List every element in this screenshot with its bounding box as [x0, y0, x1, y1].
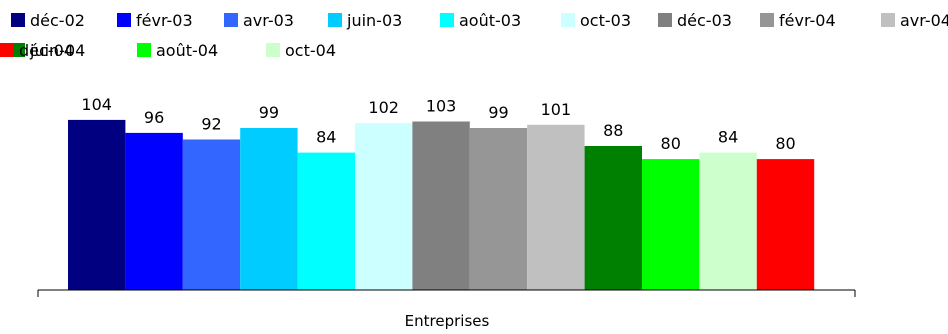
legend-label: déc-03 [677, 10, 732, 30]
bar [355, 123, 413, 290]
category-label: Entreprises [405, 312, 490, 330]
bar [182, 139, 241, 290]
legend-label: avr-04 [900, 10, 948, 30]
legend-swatch [266, 43, 280, 57]
legend-item: oct-03 [561, 11, 631, 30]
legend-label: août-04 [156, 40, 219, 60]
bar-value-label: 102 [368, 98, 399, 117]
legend-label: févr-03 [136, 10, 193, 30]
legend-swatch [11, 43, 25, 57]
bar-value-label: 101 [541, 100, 572, 119]
legend-swatch [0, 43, 14, 57]
legend-item: déc-04 [0, 41, 74, 60]
legend-item: déc-02 [11, 11, 85, 30]
legend-swatch [561, 13, 575, 27]
legend-swatch [658, 13, 672, 27]
bar [699, 152, 757, 290]
legend-label: août-03 [459, 10, 522, 30]
legend-item: avr-03 [224, 11, 294, 30]
bar-value-label: 99 [259, 103, 279, 122]
bar [469, 128, 528, 290]
bar-value-label: 99 [488, 103, 508, 122]
legend-label: févr-04 [779, 10, 836, 30]
bar [240, 128, 298, 290]
legend-swatch [224, 13, 238, 27]
bar [584, 146, 642, 290]
bar-value-label: 80 [775, 134, 795, 153]
legend-swatch [881, 13, 895, 27]
bar-value-label: 103 [426, 97, 457, 116]
legend-swatch [760, 13, 774, 27]
legend-swatch [328, 13, 342, 27]
legend-item: août-03 [440, 11, 521, 30]
legend-label: juin-04 [30, 40, 86, 60]
legend-label: oct-03 [580, 10, 631, 30]
legend-swatch [137, 43, 151, 57]
bar-value-label: 84 [316, 128, 336, 147]
legend-label: avr-03 [243, 10, 294, 30]
bar-value-label: 92 [201, 115, 221, 134]
bar-value-label: 96 [144, 108, 164, 127]
legend-swatch [440, 13, 454, 27]
legend-item: juin-04 [11, 41, 85, 60]
legend-swatch [11, 13, 25, 27]
legend-item: févr-03 [117, 11, 193, 30]
legend-label: déc-04 [19, 40, 74, 60]
legend-item: févr-04 [760, 11, 836, 30]
legend-label: déc-02 [30, 10, 85, 30]
bar [297, 152, 355, 290]
bar [756, 159, 815, 290]
bar [642, 159, 700, 290]
legend-swatch [117, 13, 131, 27]
legend-item: juin-03 [328, 11, 402, 30]
bar-value-label: 80 [661, 134, 681, 153]
bar-value-label: 104 [81, 95, 112, 114]
bar-value-label: 88 [603, 121, 623, 140]
bar [68, 119, 126, 291]
legend-item: avr-04 [881, 11, 948, 30]
legend-item: déc-03 [658, 11, 732, 30]
bar [125, 132, 183, 290]
legend-label: juin-03 [347, 10, 403, 30]
bar [412, 121, 470, 290]
legend-item: oct-04 [266, 41, 336, 60]
legend-item: août-04 [137, 41, 218, 60]
bar-value-label: 84 [718, 128, 738, 147]
legend-label: oct-04 [285, 40, 336, 60]
bar [527, 124, 585, 290]
